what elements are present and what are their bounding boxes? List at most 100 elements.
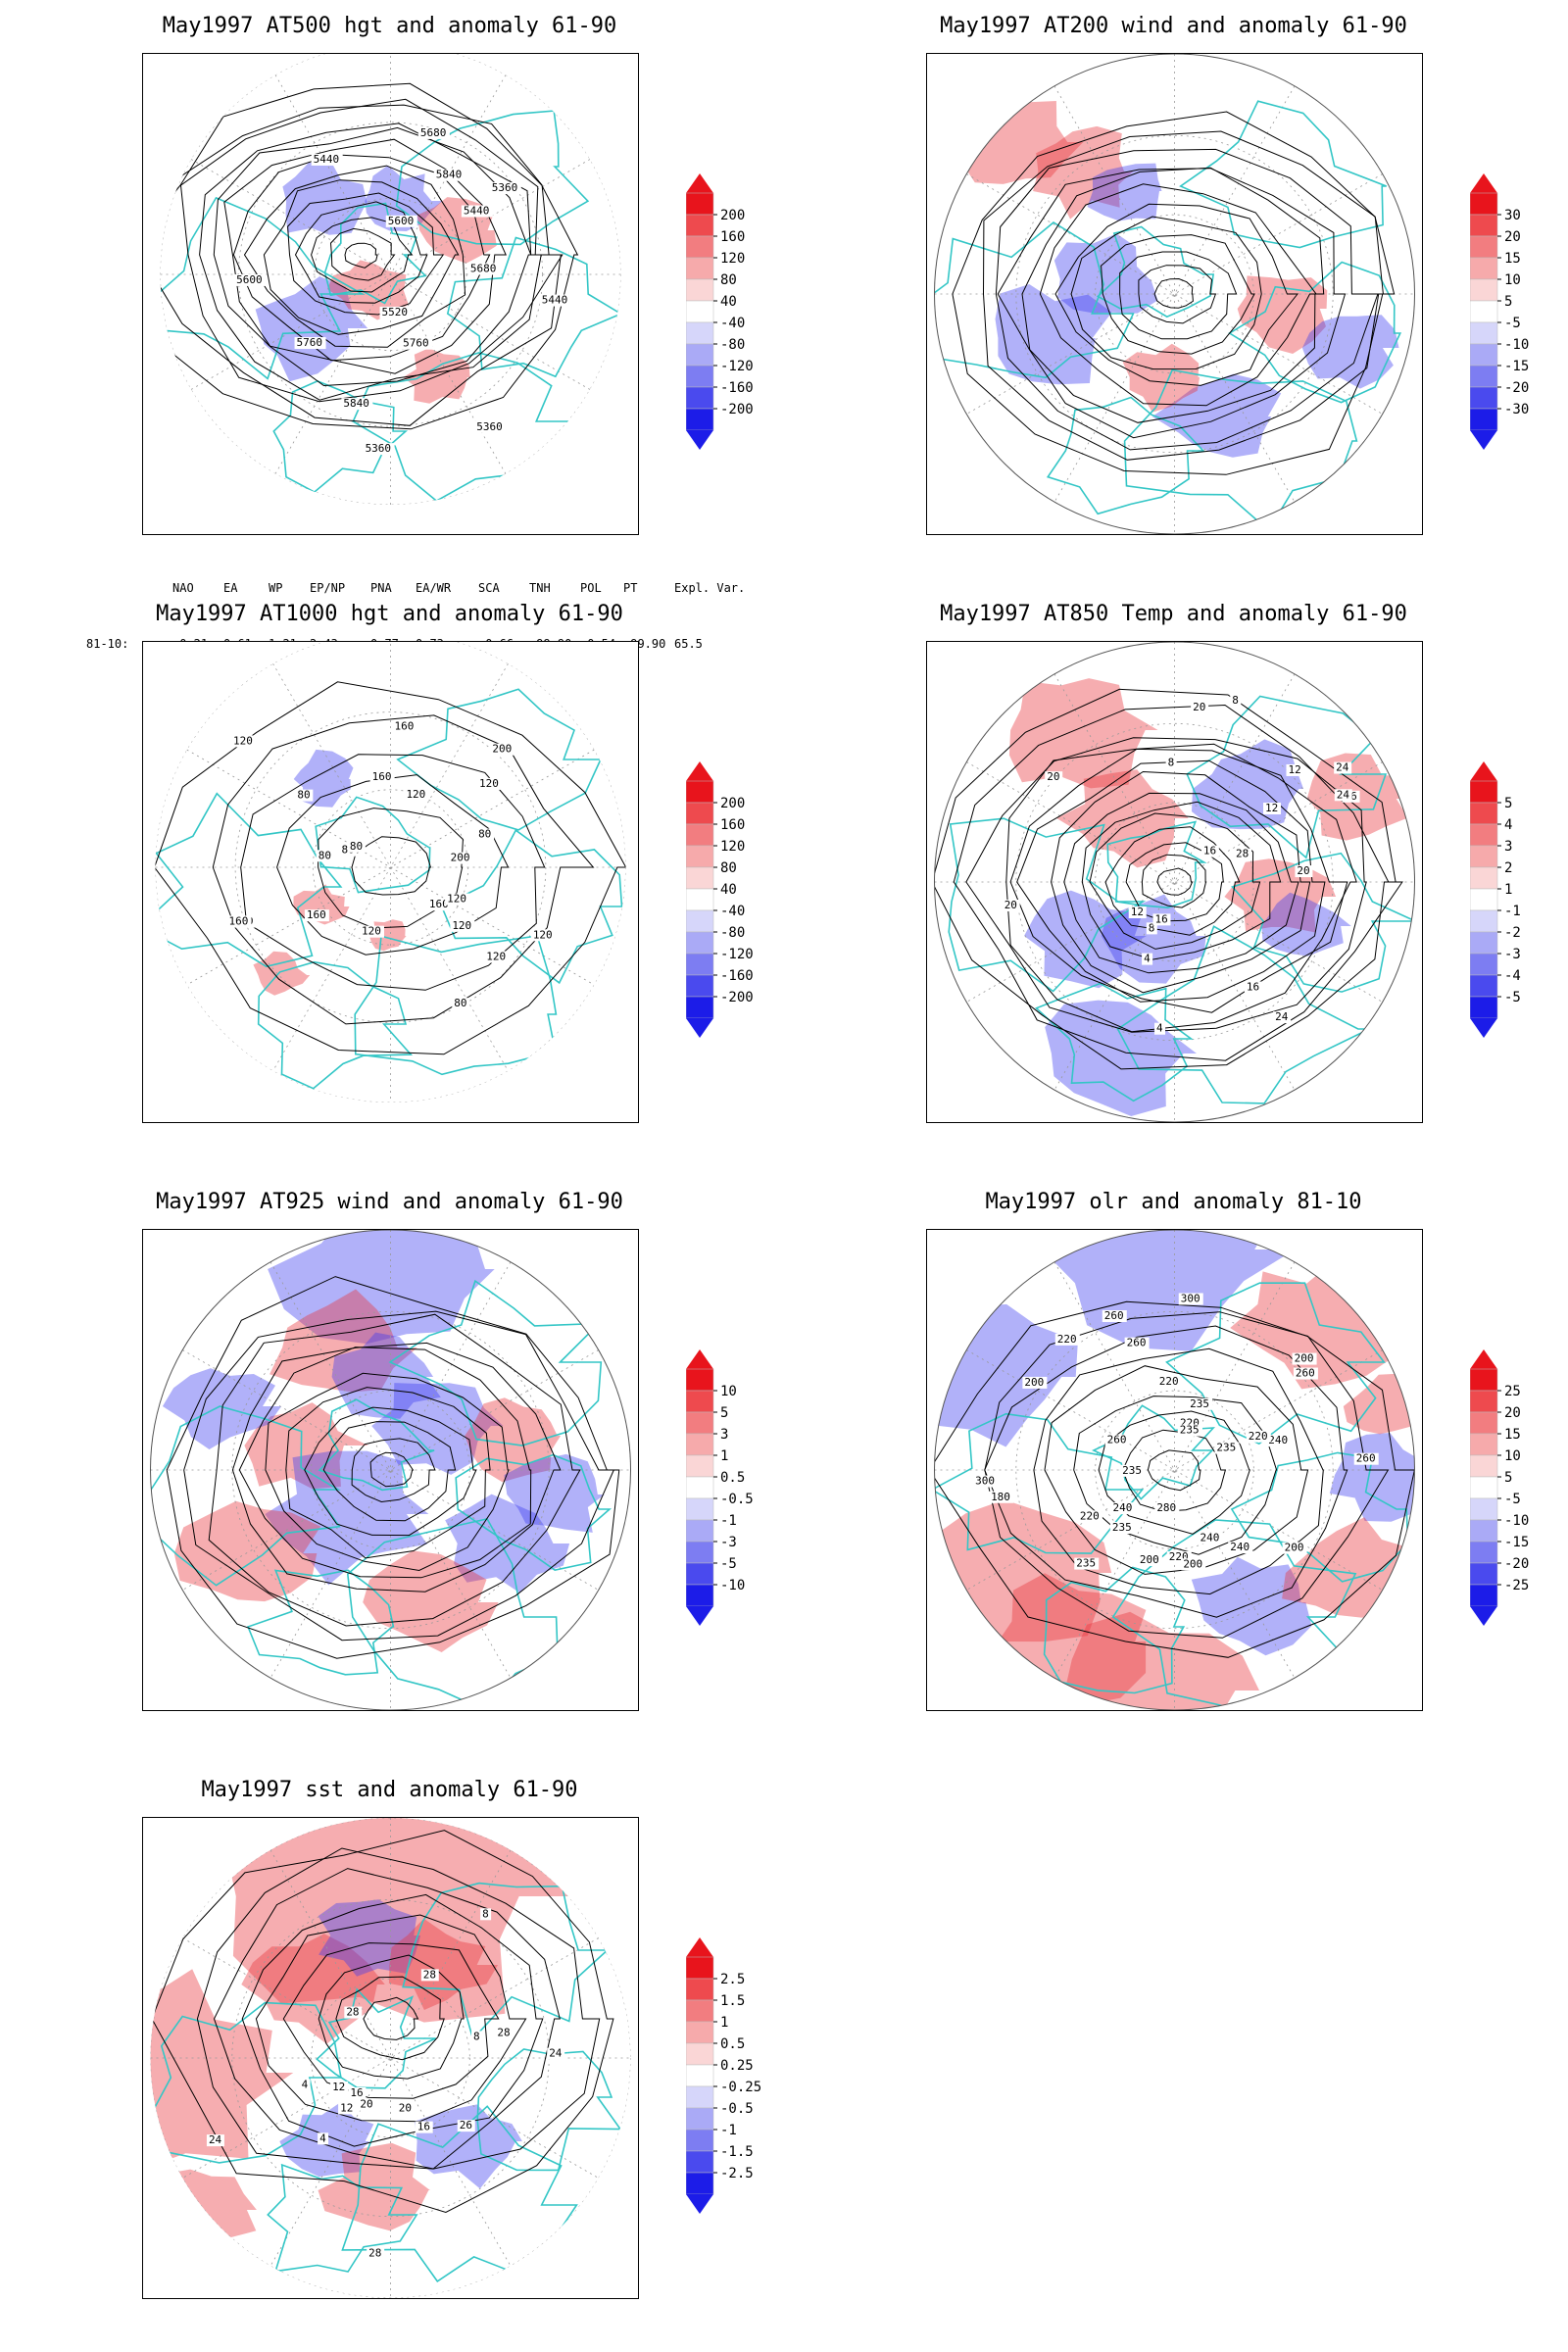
colorbar-label: 80 [720,860,737,876]
colorbar-arrow-top [686,1937,713,1957]
contour-label: 235 [1190,1397,1209,1410]
contour-line [1063,792,1299,974]
contour-label: 20 [399,2101,412,2114]
colorbar-label: -10 [1504,1513,1529,1529]
contour-line [1147,1449,1201,1492]
contour-line [1033,1348,1324,1595]
coastline [1165,1282,1386,1446]
coastline [1096,225,1215,318]
contour-label-bg [480,1908,492,1921]
contour-label-bg [1120,1464,1146,1477]
positive-anomaly-area [244,1402,368,1490]
contour-label: 240 [1200,1531,1219,1544]
contour-label: 8 [473,2030,480,2042]
panel-title: May1997 AT500 hgt and anomaly 61-90 [162,14,617,38]
contour-label: 200 [451,852,470,864]
contour-label-bg [474,420,507,433]
contour-label-bg [1334,789,1352,802]
coastline [1116,925,1370,1104]
contour-label-bg [1200,845,1219,858]
contour-line [304,1406,477,1537]
colorbar-label: -0.5 [720,2101,754,2117]
colorbar-label: 1 [1504,882,1512,898]
colorbar-label: 5 [720,1405,728,1421]
colorbar-segment [685,1956,714,1980]
colorbar-label: -3 [720,1535,737,1550]
contour-label: 20 [1047,770,1059,783]
contour-label: 160 [429,898,449,910]
index-value-cell: 65.5 [674,637,703,651]
contour-label-bg [530,929,556,942]
colorbar-label: 2 [1504,860,1512,876]
contour-line [322,1421,457,1522]
contour-label-bg [433,169,466,181]
panel-title: May1997 olr and anomaly 81-10 [985,1190,1362,1214]
colorbar-label: 15 [1504,1427,1521,1443]
contour-line [1122,1429,1227,1512]
colorbar-segment [1469,321,1498,345]
colorbar-segment [685,1454,714,1478]
colorbar-label: 5 [1504,294,1512,310]
contour-label-bg [1109,1522,1135,1535]
negative-anomaly-area [318,1899,421,1977]
contour-label: 260 [1296,1367,1315,1380]
colorbar-segment [1469,1497,1498,1521]
contour-label-bg [311,153,343,166]
contour-line [1039,183,1317,407]
contour-label-bg [1234,848,1252,860]
contour-label-bg [547,2047,565,2060]
colorbar-segment [685,192,714,216]
contour-label: 28 [1236,848,1249,860]
contour-label: 200 [492,743,512,756]
contour-label: 20 [360,2098,372,2111]
contour-label-bg [1154,1501,1180,1514]
longitude-line [1054,85,1296,503]
coastline [396,688,603,831]
panel-title: May1997 AT200 wind and anomaly 61-90 [940,14,1407,38]
contour-line [199,122,542,401]
longitude-line [1054,1261,1296,1679]
contour-line [1138,265,1217,324]
longitude-line [1054,1261,1296,1679]
contour-label: 5760 [403,337,429,350]
contour-label: 28 [368,2247,381,2260]
contour-line [952,111,1396,475]
colorbar-label: 160 [720,817,745,833]
contour-label: 20 [1004,899,1017,911]
negative-anomaly-area [504,1453,605,1533]
polar-map: 1208016016012012016080120801202001608012… [155,642,626,1102]
contour-label: 16 [350,2086,363,2099]
index-header-cell: WP [269,581,283,595]
contour-line [1051,770,1311,994]
colorbar-label: -2 [1504,925,1521,941]
index-header-cell: PT [623,581,638,595]
contour-label-bg [1165,757,1177,769]
colorbar-label: -200 [720,990,754,1005]
contour-label-bg [318,2132,329,2145]
contour-label-bg [1295,865,1313,878]
map-area [926,53,1423,535]
contour-line [1081,801,1282,960]
contour-line [1009,748,1348,1013]
colorbar-segment [685,1519,714,1543]
contour-label: 160 [395,719,415,732]
contour-line [369,1451,415,1488]
contour-line [1101,234,1255,355]
colorbar-segment [1469,343,1498,367]
contour-label-bg [367,2247,385,2260]
negative-anomaly-area [1054,233,1158,314]
panel-title: May1997 sst and anomaly 61-90 [201,1778,578,1802]
colorbar-label: -80 [720,337,745,353]
coastline [267,2163,418,2273]
contour-line [240,754,546,991]
negative-anomaly-area [282,161,368,235]
colorbar-segment [685,386,714,410]
map-area: 1208016016012012016080120801202001608012… [142,641,639,1123]
contour-label: 220 [1057,1333,1077,1346]
coastline [455,1453,612,1571]
coastline [446,236,621,378]
contour-label: 8 [482,1907,489,1920]
map-area: 5840 5760 5680 5600 5440 5360 5440 5360 5360 5440… [142,53,639,535]
colorbar-segment [1469,1390,1498,1413]
